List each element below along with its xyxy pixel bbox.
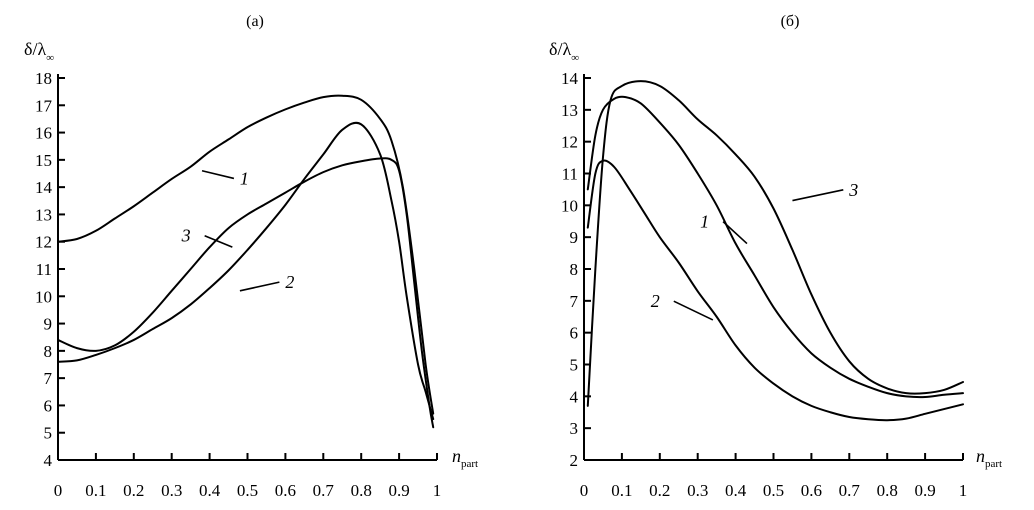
panel-b-y-tick-label: 11	[562, 165, 578, 184]
panel-a-x-tick-label: 0.6	[275, 481, 296, 500]
panel-a-y-tick-label: 6	[44, 396, 53, 415]
panel-b-series-3-line	[586, 80, 964, 407]
panel-b-x-tick-label: 0.4	[725, 481, 747, 500]
panel-b-y-axis-label: δ/λ∞	[549, 39, 579, 64]
panel-b-y-axis-label-main: δ/λ	[549, 39, 571, 59]
panel-b-x-tick-label: 0.6	[801, 481, 822, 500]
panel-b-series-1-line	[586, 95, 964, 399]
panel-b-series-2-label: 2	[651, 291, 660, 311]
panel-a-y-tick-label: 5	[44, 424, 53, 443]
panel-a-series-2-leader	[239, 281, 280, 292]
panel-b-y-tick-label: 4	[570, 387, 579, 406]
panel-a-y-axis-label-main: δ/λ	[24, 39, 46, 59]
panel-a-x-axis-label-sub: part	[461, 458, 478, 470]
panel-a: (а) δ/λ∞ npart 4567891011121314151617180…	[24, 13, 478, 500]
panel-b-y-tick-label: 2	[570, 451, 579, 470]
panel-a-curve-labels: 1 2 3	[181, 168, 295, 292]
panel-a-x-axis-label-main: n	[452, 446, 461, 466]
panel-b-x-tick-label: 0.9	[914, 481, 935, 500]
panel-a-series-1-leader	[201, 169, 235, 180]
panel-a-series-1-label: 1	[240, 168, 249, 188]
panel-a-y-tick-label: 17	[35, 96, 53, 115]
panel-b-series-3-leader	[792, 189, 844, 202]
panel-b-series-2-leader	[673, 300, 714, 321]
panel-b-x-tick-label: 0.7	[839, 481, 861, 500]
panel-b-y-tick-label: 10	[561, 196, 578, 215]
panel-a-y-tick-label: 11	[36, 260, 52, 279]
panel-b-y-tick-label: 12	[561, 133, 578, 152]
panel-a-y-tick-label: 4	[44, 451, 53, 470]
panel-a-y-tick-label: 15	[35, 151, 52, 170]
panel-b-y-tick-label: 9	[570, 228, 579, 247]
panel-a-y-tick-label: 9	[44, 315, 53, 334]
panel-a-y-tick-label: 10	[35, 287, 52, 306]
panel-a-y-axis-label: δ/λ∞	[24, 39, 54, 64]
panel-b-series-2-line	[586, 159, 964, 422]
panel-b-y-axis-label-sub: ∞	[571, 52, 579, 64]
panel-a-series-3-label: 3	[181, 226, 191, 246]
panel-a-x-tick-label: 0.8	[351, 481, 372, 500]
panel-b-series-3-label: 3	[848, 180, 858, 200]
panel-a-series-2-line	[57, 121, 435, 421]
panel-a-x-tick-label: 0.5	[237, 481, 258, 500]
panel-a-series-3-leader	[204, 234, 233, 248]
panel-a-y-tick-label: 14	[35, 178, 53, 197]
panel-b-x-tick-label: 0.1	[611, 481, 632, 500]
panel-b-curve-labels: 1 2 3	[651, 180, 858, 321]
panel-b-x-tick-label: 1	[959, 481, 968, 500]
panel-b-y-tick-label: 5	[570, 356, 579, 375]
panel-b-y-tick-label: 6	[570, 324, 579, 343]
panel-b-x-tick-label: 0	[580, 481, 589, 500]
panel-b-series-1-leader	[722, 221, 748, 245]
panel-b-x-tick-label: 0.2	[649, 481, 670, 500]
panel-a-series-1-line	[57, 94, 435, 415]
panel-a-x-tick-label: 0.3	[161, 481, 182, 500]
panel-b-x-axis-label: npart	[976, 446, 1002, 470]
panel-b-y-tick-label: 14	[561, 69, 579, 88]
panel-b-label: (б)	[781, 13, 800, 30]
panel-a-x-axis-label: npart	[452, 446, 478, 470]
panel-a-series-2-label: 2	[285, 272, 294, 292]
panel-a-label: (а)	[246, 13, 264, 30]
panel-b-y-tick-label: 13	[561, 101, 578, 120]
panel-b-y-tick-label: 7	[570, 292, 579, 311]
panel-a-x-tick-label: 0	[54, 481, 63, 500]
panel-a-x-tick-label: 0.2	[123, 481, 144, 500]
panel-b-series-1-label: 1	[700, 212, 709, 232]
panel-b-y-tick-label: 3	[570, 419, 579, 438]
panel-a-y-tick-label: 7	[44, 369, 53, 388]
panel-a-x-tick-label: 0.9	[388, 481, 409, 500]
panel-b-x-tick-label: 0.8	[877, 481, 898, 500]
panel-b-x-tick-label: 0.5	[763, 481, 784, 500]
panel-a-y-tick-label: 8	[44, 342, 53, 361]
panel-a-x-tick-label: 0.7	[313, 481, 335, 500]
panel-a-x-tick-label: 0.4	[199, 481, 221, 500]
panel-b-curves	[586, 80, 964, 422]
panel-a-y-axis-label-sub: ∞	[46, 52, 54, 64]
panel-a-x-tick-label: 0.1	[85, 481, 106, 500]
panel-b-x-axis-label-main: n	[976, 446, 985, 466]
panel-b-x-tick-label: 0.3	[687, 481, 708, 500]
panel-a-y-tick-label: 16	[35, 124, 52, 143]
panel-a-y-tick-label: 13	[35, 205, 52, 224]
panel-a-y-tick-label: 18	[35, 69, 52, 88]
panel-a-series-3-line	[57, 157, 435, 429]
panel-a-curves	[57, 94, 435, 429]
panel-b-x-axis-label-sub: part	[985, 458, 1002, 470]
panel-b-y-tick-label: 8	[570, 260, 579, 279]
panel-a-x-tick-label: 1	[433, 481, 442, 500]
panel-a-y-tick-label: 12	[35, 233, 52, 252]
